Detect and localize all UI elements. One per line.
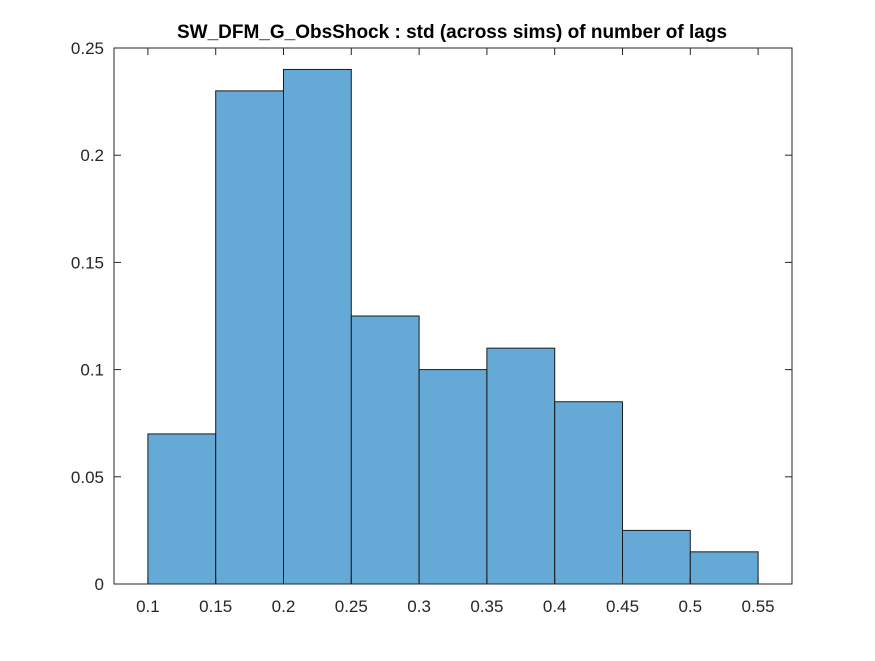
x-tick-label: 0.2 [272,597,296,616]
y-tick-label: 0.2 [80,146,104,165]
x-tick-label: 0.45 [606,597,639,616]
x-tick-label: 0.5 [678,597,702,616]
histogram-bar [418,369,488,585]
chart-title: SW_DFM_G_ObsShock : std (across sims) of… [177,22,727,43]
x-tick-label: 0.4 [543,597,567,616]
histogram-bar [283,68,352,585]
y-tick-label: 0 [95,575,104,594]
bars-group [147,68,759,585]
histogram-bar [215,90,284,585]
x-tick-label: 0.25 [335,597,368,616]
x-tick-label: 0.15 [199,597,232,616]
x-tick-label: 0.55 [742,597,775,616]
histogram-bar [486,347,556,585]
y-tick-label: 0.05 [71,468,104,487]
histogram-bar [147,433,217,585]
y-tick-label: 0.15 [71,253,104,272]
y-tick-label: 0.25 [71,39,104,58]
histogram-bar [622,529,691,585]
x-tick-label: 0.1 [136,597,160,616]
x-tick-label: 0.35 [470,597,503,616]
x-tick-label: 0.3 [407,597,431,616]
x-axis-ticks: 0.1 0.15 0.2 0.25 0.3 0.35 0.4 0.45 0.5 0.55 [136,48,775,616]
histogram-bar [554,401,624,585]
axes-group [113,47,793,585]
y-tick-label: 0.1 [80,361,104,380]
y-axis-ticks: 0 0.05 0.1 0.15 0.2 0.25 [71,39,792,594]
histogram-bar [350,315,420,585]
axes-box [113,47,793,585]
histogram-bar [689,551,759,585]
